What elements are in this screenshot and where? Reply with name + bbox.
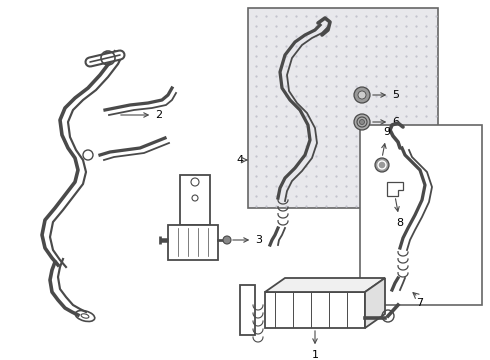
Bar bbox=[180, 175, 210, 225]
Circle shape bbox=[354, 87, 370, 103]
Polygon shape bbox=[387, 182, 403, 196]
Bar bbox=[248, 8, 438, 208]
Circle shape bbox=[354, 114, 370, 130]
Text: 2: 2 bbox=[121, 110, 162, 120]
Text: 1: 1 bbox=[312, 331, 318, 360]
Polygon shape bbox=[365, 278, 385, 328]
Text: 7: 7 bbox=[416, 298, 423, 308]
Circle shape bbox=[358, 91, 366, 99]
Bar bbox=[168, 225, 218, 260]
Text: 6: 6 bbox=[373, 117, 399, 127]
Bar bbox=[240, 285, 255, 335]
Text: 3: 3 bbox=[233, 235, 262, 245]
Circle shape bbox=[360, 120, 365, 125]
Text: 9: 9 bbox=[382, 127, 391, 155]
Bar bbox=[360, 125, 482, 305]
Circle shape bbox=[223, 236, 231, 244]
Text: 4: 4 bbox=[237, 155, 244, 165]
Polygon shape bbox=[265, 278, 385, 292]
Text: 5: 5 bbox=[373, 90, 399, 100]
Bar bbox=[265, 292, 365, 328]
Text: 8: 8 bbox=[395, 199, 404, 228]
Circle shape bbox=[375, 158, 389, 172]
